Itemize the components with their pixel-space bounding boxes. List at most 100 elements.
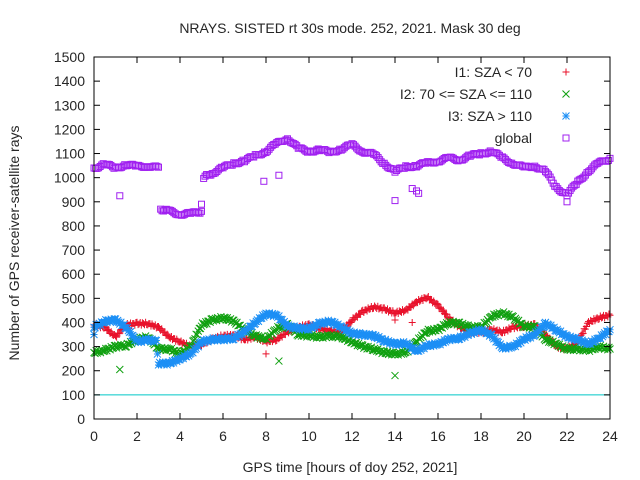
data-point bbox=[258, 311, 267, 320]
marker-stroke bbox=[424, 341, 433, 350]
legend-label-2: I2: 70 <= SZA <= 110 bbox=[400, 86, 532, 102]
marker-stroke bbox=[251, 319, 260, 328]
data-point bbox=[284, 321, 293, 329]
data-point bbox=[445, 336, 454, 345]
marker-stroke bbox=[268, 309, 277, 318]
marker-stroke bbox=[126, 327, 135, 336]
data-point bbox=[550, 323, 558, 332]
marker-stroke bbox=[443, 310, 451, 318]
data-point bbox=[208, 336, 217, 344]
marker-stroke bbox=[116, 192, 124, 200]
data-point bbox=[536, 326, 544, 335]
y-tick-label: 900 bbox=[62, 194, 86, 210]
marker-stroke bbox=[313, 322, 322, 330]
data-point bbox=[571, 333, 580, 342]
data-point bbox=[569, 334, 578, 342]
y-tick-label: 100 bbox=[62, 387, 86, 403]
outlier-point bbox=[260, 177, 268, 185]
legend-label-1: I1: SZA < 70 bbox=[455, 64, 533, 80]
marker-stroke bbox=[527, 322, 536, 331]
series-3 bbox=[90, 309, 614, 369]
marker-stroke bbox=[391, 197, 399, 205]
marker-stroke bbox=[433, 299, 441, 307]
marker-stroke bbox=[287, 322, 296, 331]
data-point bbox=[433, 299, 441, 307]
data-point bbox=[553, 325, 562, 334]
data-point bbox=[384, 336, 393, 345]
data-point bbox=[480, 328, 489, 337]
marker-stroke bbox=[198, 200, 205, 208]
outlier-point bbox=[275, 357, 283, 365]
marker-stroke bbox=[449, 335, 457, 344]
marker-stroke bbox=[281, 331, 289, 339]
data-point bbox=[385, 339, 394, 348]
marker-stroke bbox=[153, 350, 162, 358]
data-point bbox=[566, 332, 575, 341]
y-tick-label: 1400 bbox=[54, 73, 85, 89]
y-tick-label: 500 bbox=[62, 290, 86, 306]
data-point bbox=[436, 303, 444, 311]
marker-stroke bbox=[113, 333, 121, 341]
marker-stroke bbox=[189, 348, 197, 357]
y-tick-label: 600 bbox=[62, 266, 86, 282]
legend-marker-4 bbox=[562, 134, 570, 142]
marker-stroke bbox=[567, 335, 576, 344]
marker-stroke bbox=[462, 321, 470, 330]
series-4 bbox=[90, 135, 614, 219]
marker-stroke bbox=[357, 310, 365, 318]
outlier-point bbox=[115, 365, 124, 374]
marker-stroke bbox=[280, 317, 289, 326]
marker-stroke bbox=[452, 318, 461, 327]
data-point bbox=[560, 333, 569, 341]
marker-stroke bbox=[242, 326, 251, 335]
marker-stroke bbox=[107, 328, 115, 336]
x-tick-label: 2 bbox=[133, 428, 141, 444]
marker-stroke bbox=[436, 303, 444, 311]
marker-stroke bbox=[506, 341, 514, 350]
data-point bbox=[117, 340, 125, 349]
data-point bbox=[280, 317, 289, 326]
data-point bbox=[272, 311, 281, 320]
outlier-point bbox=[413, 187, 420, 195]
marker-stroke bbox=[350, 328, 359, 337]
marker-stroke bbox=[559, 330, 568, 338]
data-point bbox=[198, 338, 207, 347]
data-point bbox=[405, 342, 413, 351]
y-tick-label: 200 bbox=[62, 363, 86, 379]
data-point bbox=[490, 310, 498, 319]
outlier-point bbox=[391, 316, 399, 324]
data-point bbox=[591, 335, 599, 344]
data-point bbox=[484, 329, 493, 337]
outlier-point bbox=[262, 350, 270, 358]
data-point bbox=[521, 336, 529, 344]
outlier-point bbox=[408, 185, 416, 193]
marker-stroke bbox=[155, 163, 162, 171]
chart-title: NRAYS. SISTED rt 30s mode. 252, 2021. Ma… bbox=[179, 20, 520, 36]
marker-stroke bbox=[295, 326, 304, 334]
data-point bbox=[209, 334, 218, 342]
y-tick-label: 1500 bbox=[54, 49, 85, 65]
x-axis-label: GPS time [hours of doy 252, 2021] bbox=[243, 459, 458, 475]
marker-stroke bbox=[260, 177, 268, 185]
data-point bbox=[158, 358, 167, 366]
marker-stroke bbox=[408, 185, 416, 193]
marker-stroke bbox=[153, 162, 161, 170]
marker-stroke bbox=[506, 312, 514, 321]
data-point bbox=[330, 318, 339, 327]
marker-stroke bbox=[562, 112, 570, 120]
data-point bbox=[416, 346, 425, 355]
marker-stroke bbox=[439, 306, 447, 314]
y-tick-label: 800 bbox=[62, 218, 86, 234]
data-point bbox=[95, 319, 104, 328]
marker-stroke bbox=[123, 323, 132, 332]
x-tick-label: 18 bbox=[473, 428, 489, 444]
data-point bbox=[349, 330, 357, 338]
marker-stroke bbox=[415, 189, 423, 197]
data-point bbox=[545, 323, 554, 332]
marker-stroke bbox=[413, 187, 420, 195]
data-point bbox=[464, 331, 472, 340]
data-point bbox=[371, 331, 380, 340]
data-point bbox=[106, 318, 114, 326]
data-point bbox=[598, 332, 607, 341]
marker-stroke bbox=[480, 328, 489, 337]
